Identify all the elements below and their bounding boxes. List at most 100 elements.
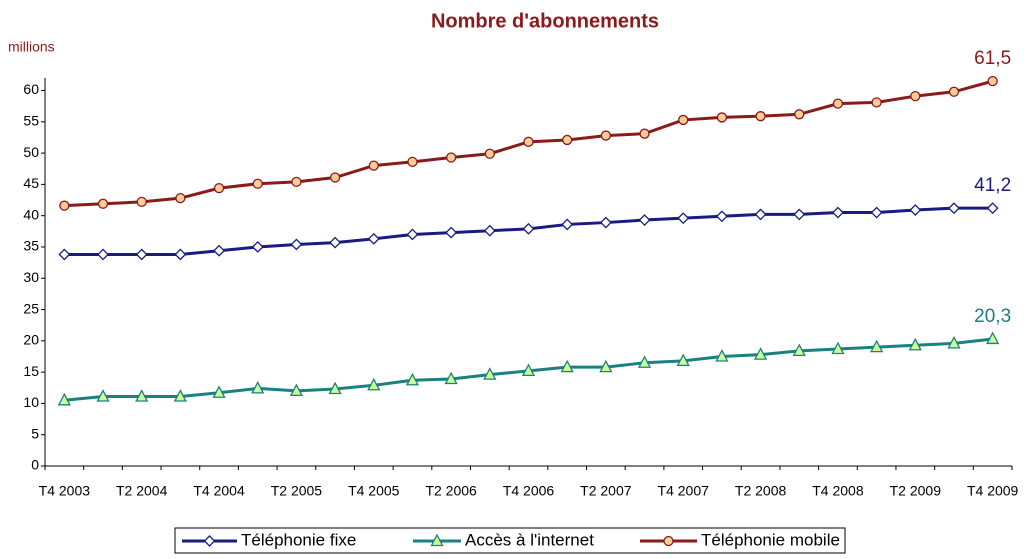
x-tick-label: T2 2006 bbox=[425, 483, 477, 499]
marker bbox=[97, 198, 109, 209]
y-tick-label: 50 bbox=[23, 144, 39, 160]
marker bbox=[663, 535, 674, 547]
marker bbox=[367, 232, 380, 245]
marker bbox=[522, 222, 535, 235]
x-tick-label: T4 2008 bbox=[812, 483, 864, 499]
marker bbox=[289, 383, 303, 397]
marker bbox=[986, 202, 999, 215]
marker bbox=[832, 98, 844, 109]
marker bbox=[637, 355, 652, 368]
marker bbox=[948, 202, 960, 215]
marker bbox=[174, 248, 187, 261]
data-label: 61,5 bbox=[974, 48, 1011, 69]
marker bbox=[203, 535, 216, 547]
marker bbox=[599, 359, 613, 373]
y-tick-label: 15 bbox=[23, 363, 39, 379]
marker bbox=[57, 392, 71, 406]
x-tick-label: T4 2007 bbox=[658, 483, 710, 499]
y-tick-label: 45 bbox=[23, 175, 39, 191]
marker bbox=[909, 204, 922, 216]
marker bbox=[831, 341, 845, 355]
legend bbox=[174, 527, 846, 554]
y-tick-label: 5 bbox=[31, 425, 39, 441]
x-tick-label: T4 2009 bbox=[967, 483, 1019, 499]
marker bbox=[407, 156, 418, 168]
x-tick-label: T2 2005 bbox=[271, 483, 323, 499]
marker bbox=[910, 90, 921, 102]
chart-title: Nombre d'abonnements bbox=[431, 10, 659, 32]
marker bbox=[715, 210, 728, 223]
marker bbox=[986, 331, 1000, 345]
x-tick-label: T2 2009 bbox=[890, 483, 942, 499]
marker bbox=[291, 176, 302, 188]
y-tick-label: 55 bbox=[23, 113, 39, 129]
marker bbox=[483, 224, 496, 237]
marker bbox=[793, 208, 806, 221]
marker bbox=[676, 353, 690, 367]
x-tick-label: T4 2006 bbox=[503, 483, 555, 499]
marker bbox=[716, 112, 728, 123]
marker bbox=[599, 216, 612, 229]
marker bbox=[638, 214, 651, 226]
marker bbox=[677, 212, 690, 225]
marker bbox=[59, 200, 70, 211]
marker bbox=[135, 389, 149, 402]
marker bbox=[521, 363, 536, 377]
marker bbox=[328, 381, 342, 395]
y-tick-label: 20 bbox=[23, 332, 39, 348]
y-tick-label: 10 bbox=[23, 394, 39, 410]
x-tick-label: T2 2007 bbox=[580, 483, 632, 499]
marker bbox=[755, 111, 766, 122]
marker bbox=[832, 206, 844, 219]
marker bbox=[329, 236, 342, 249]
marker bbox=[96, 389, 110, 402]
marker bbox=[639, 128, 650, 139]
marker bbox=[290, 238, 303, 251]
legend-label: Accès à l'internet bbox=[465, 530, 594, 549]
y-tick-label: 0 bbox=[31, 457, 39, 473]
marker bbox=[523, 136, 534, 147]
marker bbox=[251, 241, 264, 253]
marker bbox=[483, 367, 497, 380]
marker bbox=[97, 248, 109, 261]
legend-label: Téléphonie mobile bbox=[701, 530, 840, 549]
marker bbox=[406, 228, 419, 241]
marker bbox=[870, 206, 883, 219]
y-tick-label: 30 bbox=[23, 269, 39, 285]
legend-label: Téléphonie fixe bbox=[241, 530, 356, 549]
data-label: 41,2 bbox=[974, 175, 1011, 196]
marker bbox=[561, 218, 574, 231]
x-tick-label: T2 2008 bbox=[735, 483, 787, 499]
marker bbox=[445, 226, 458, 239]
marker bbox=[329, 172, 341, 183]
marker bbox=[987, 75, 998, 87]
marker bbox=[871, 97, 882, 108]
x-tick-label: T4 2005 bbox=[348, 483, 400, 499]
y-tick-label: 25 bbox=[23, 300, 39, 316]
marker bbox=[445, 152, 457, 163]
marker bbox=[792, 343, 806, 357]
y-tick-label: 35 bbox=[23, 238, 39, 254]
marker bbox=[560, 359, 574, 373]
marker bbox=[213, 182, 225, 194]
y-tick-label: 40 bbox=[23, 206, 39, 222]
marker bbox=[794, 109, 805, 120]
marker bbox=[175, 193, 186, 204]
marker bbox=[135, 248, 148, 261]
marker bbox=[212, 385, 226, 398]
marker bbox=[754, 347, 768, 360]
marker bbox=[908, 337, 922, 351]
marker bbox=[252, 178, 263, 189]
marker bbox=[444, 371, 458, 385]
marker bbox=[948, 86, 960, 97]
marker bbox=[58, 248, 71, 261]
marker bbox=[136, 196, 147, 208]
marker bbox=[715, 349, 729, 362]
marker bbox=[213, 244, 225, 257]
marker bbox=[678, 114, 689, 126]
marker bbox=[173, 389, 187, 402]
marker bbox=[947, 335, 961, 349]
marker bbox=[754, 208, 767, 221]
y-axis-label: millions bbox=[8, 39, 55, 55]
